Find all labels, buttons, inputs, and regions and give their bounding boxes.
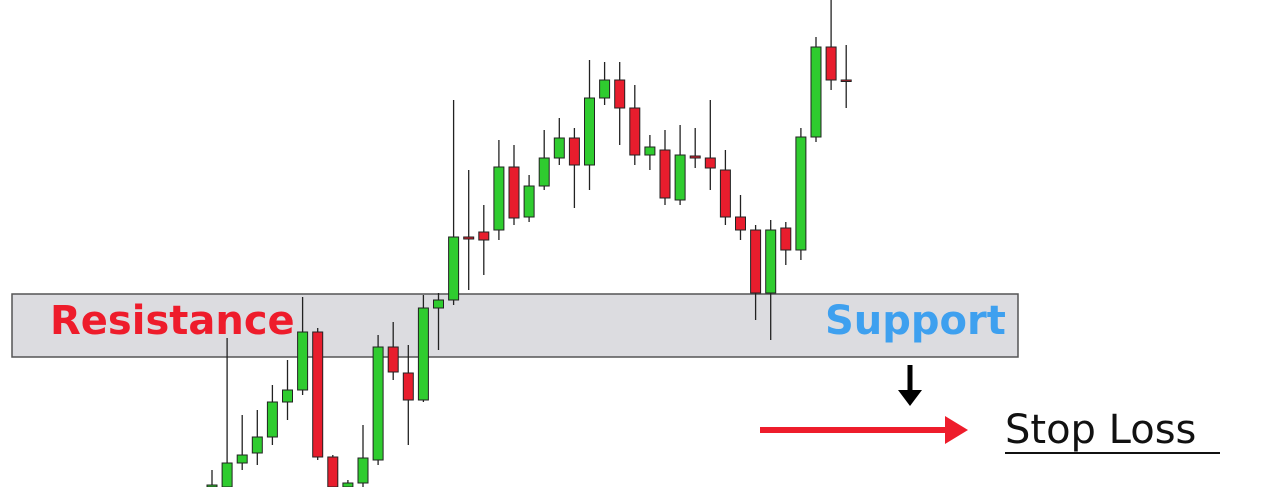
candle-body (417, 307, 429, 401)
candle-body (493, 166, 505, 231)
candle-body (402, 372, 414, 401)
candle-body (538, 157, 550, 187)
candles (206, 0, 852, 487)
candle-body (372, 346, 384, 461)
candle-body (433, 299, 444, 309)
candle-body (312, 331, 324, 458)
candle-body (735, 216, 746, 231)
candle-body (614, 79, 626, 109)
candle-body (674, 154, 686, 201)
candle-body (659, 149, 671, 199)
candle-body (599, 79, 611, 99)
candle-body (387, 346, 399, 373)
candle-body (448, 236, 460, 301)
stop-loss-label: Stop Loss (1005, 407, 1196, 453)
candle-body (221, 462, 233, 487)
candle-body (568, 137, 580, 166)
candle-body (251, 436, 263, 454)
candle-body (327, 456, 339, 487)
candle-body (810, 46, 822, 138)
candle-body (523, 185, 535, 218)
candle-body (584, 97, 595, 166)
candle-body (840, 79, 852, 82)
candle-body (629, 107, 641, 156)
candle-body (357, 457, 369, 484)
candle-body (342, 482, 354, 487)
candle-body (750, 229, 762, 294)
candle-body (553, 137, 565, 159)
candle-body (780, 227, 792, 251)
candle-body (478, 231, 490, 241)
resistance-label: Resistance (50, 298, 295, 344)
support-label: Support (825, 298, 1006, 344)
candle-body (463, 236, 475, 240)
candle-body (282, 389, 293, 403)
candle-body (206, 484, 218, 487)
candle-body (795, 136, 807, 251)
candle-body (297, 331, 309, 391)
zone-band (11, 293, 1019, 358)
candle-body (719, 169, 731, 218)
right-arrow (760, 416, 968, 444)
candle-body (704, 157, 716, 169)
candle-body (508, 166, 520, 219)
candle-body (236, 454, 248, 464)
candle-body (689, 155, 701, 159)
candle-body (266, 401, 278, 438)
candle-body (765, 229, 777, 294)
down-arrow (898, 365, 922, 406)
candle-body (825, 46, 837, 81)
candle-body (644, 146, 656, 156)
